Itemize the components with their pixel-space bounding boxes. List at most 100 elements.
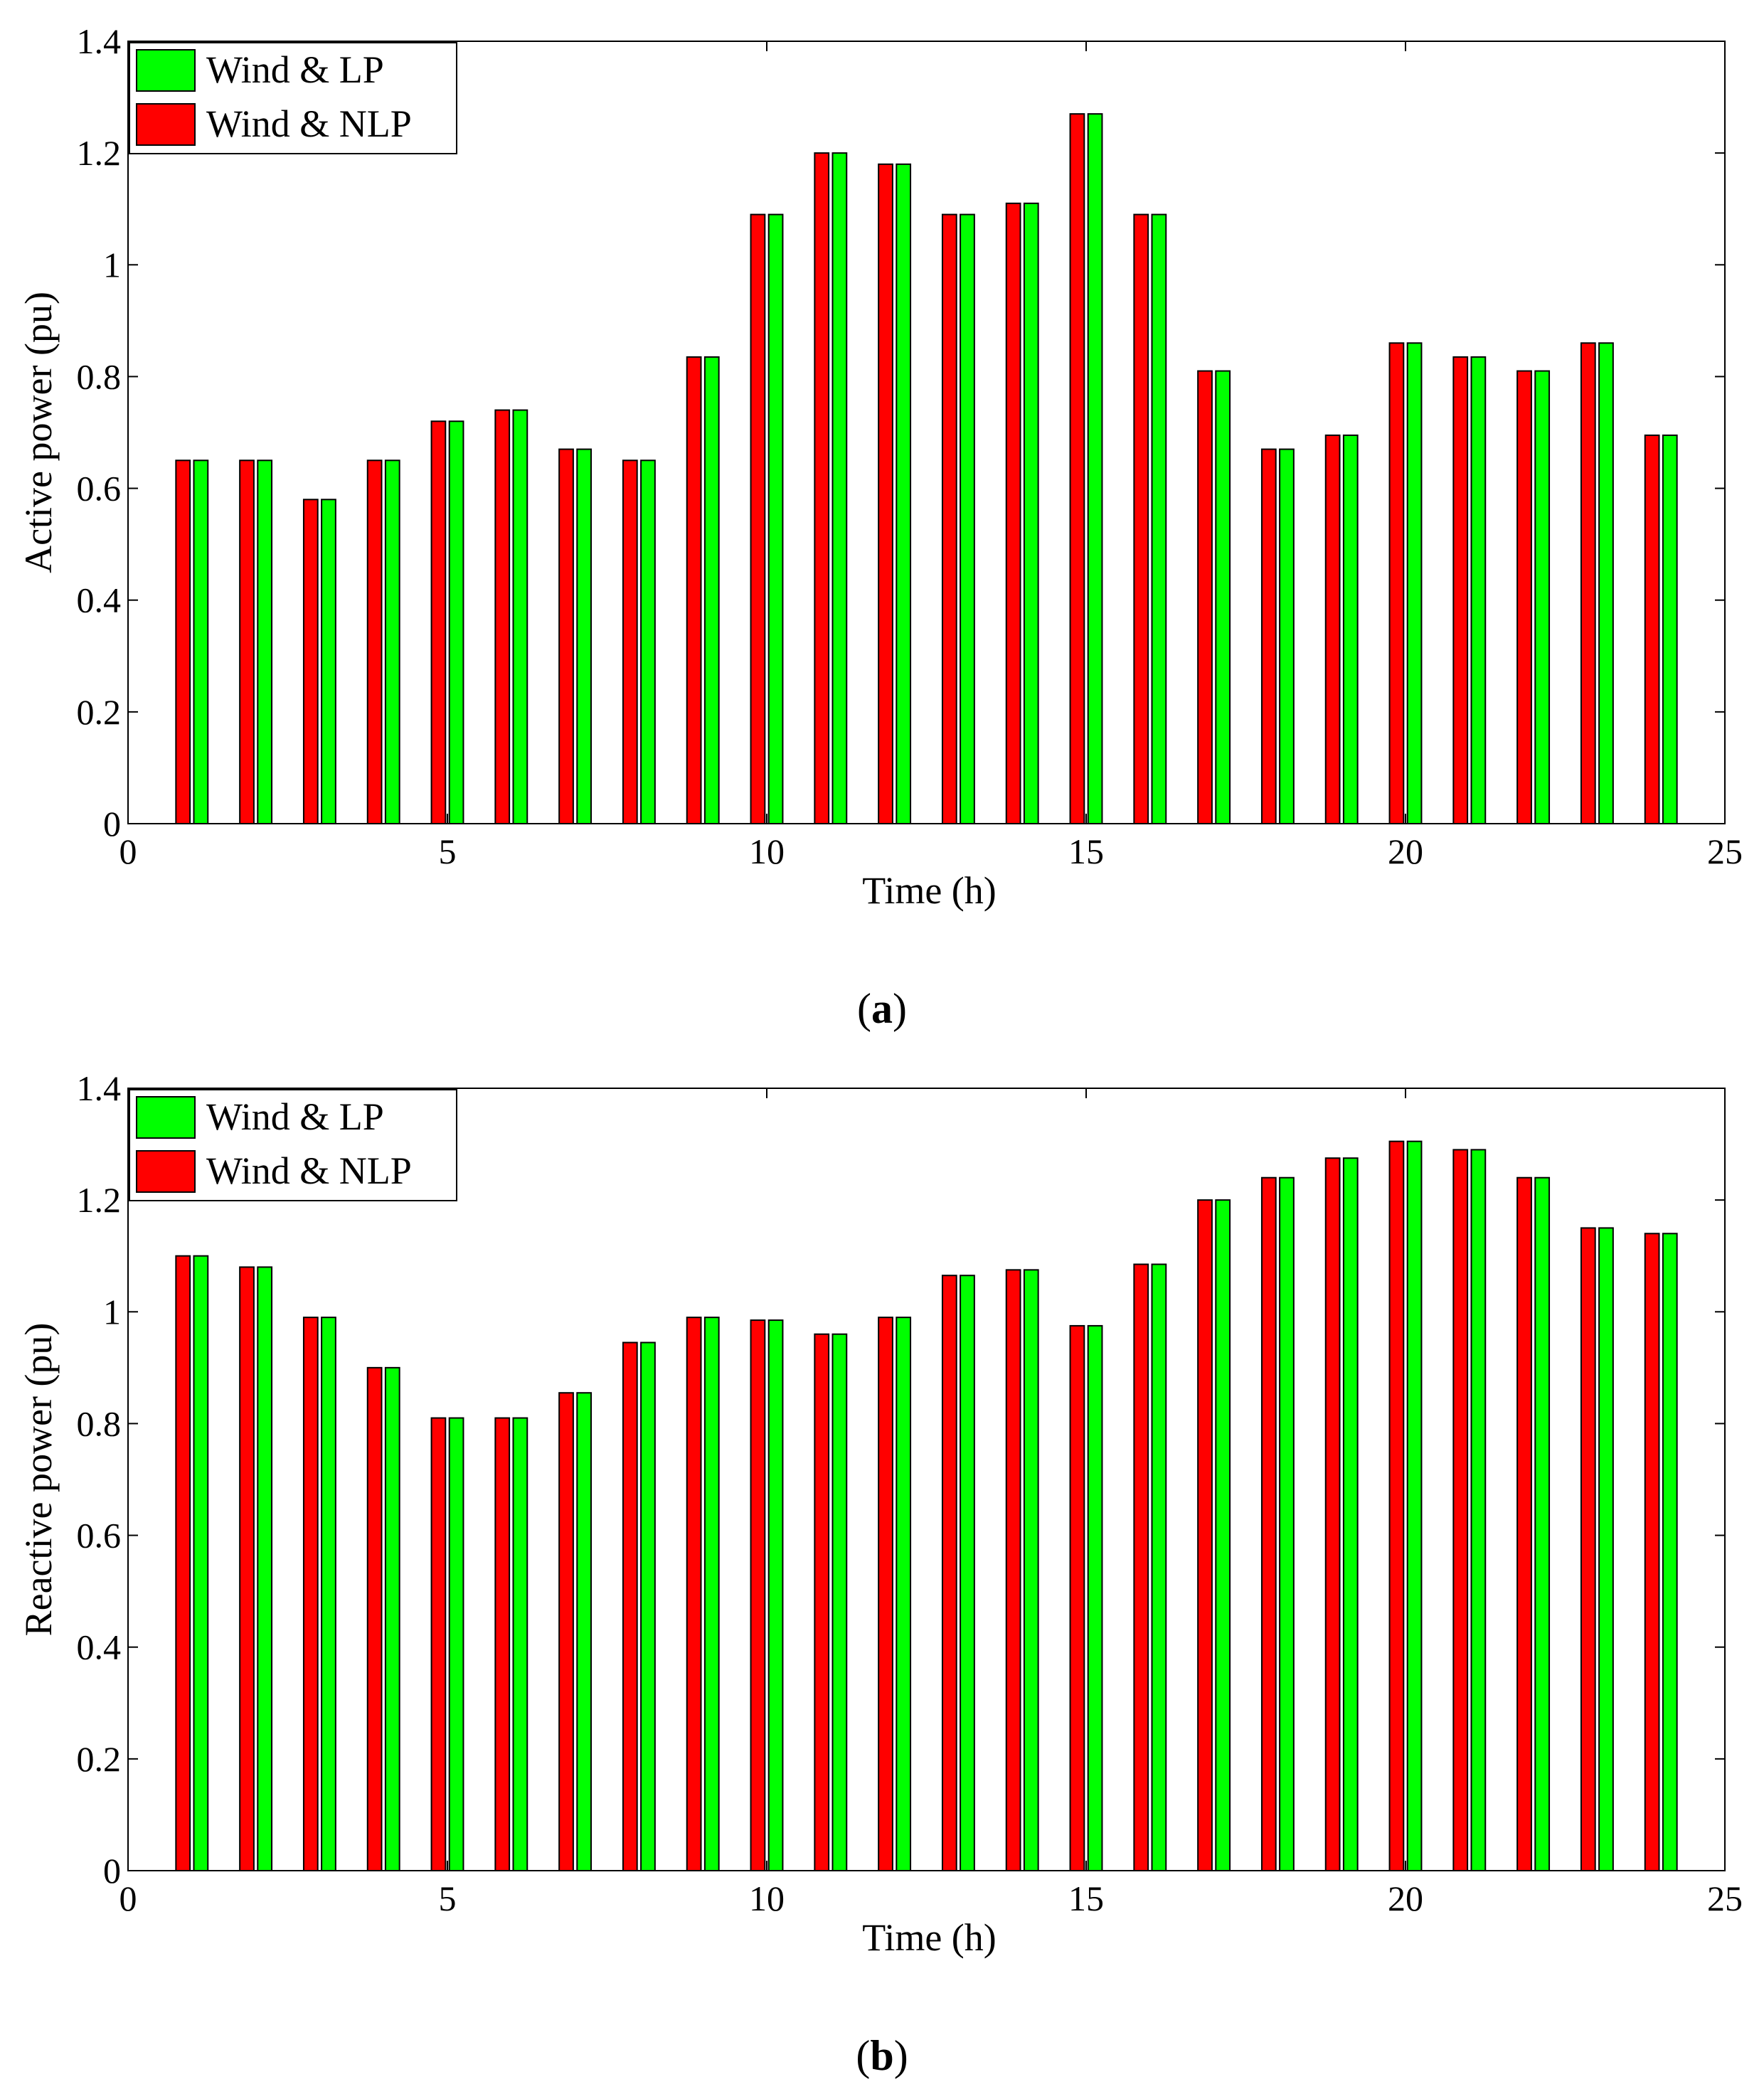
x-tick-label: 20 xyxy=(1388,831,1423,871)
bar-wind-lp-5 xyxy=(448,1417,464,1871)
y-tick-label: 1 xyxy=(103,245,121,285)
bar-wind-nlp-16 xyxy=(1133,1263,1149,1871)
panel-caption-open: ( xyxy=(856,2032,870,2079)
bar-wind-nlp-2 xyxy=(239,459,255,824)
bar-wind-nlp-22 xyxy=(1516,1176,1532,1871)
bar-wind-lp-17 xyxy=(1215,1199,1231,1871)
legend: Wind & LP Wind & NLP xyxy=(129,1089,457,1201)
x-tick-label: 15 xyxy=(1068,831,1104,871)
bar-wind-nlp-23 xyxy=(1580,342,1596,824)
bar-wind-lp-14 xyxy=(1023,202,1039,825)
y-tick-label: 0.2 xyxy=(77,692,122,732)
bar-wind-nlp-7 xyxy=(558,1392,574,1871)
panel-caption-close: ) xyxy=(893,985,907,1032)
y-tick-label: 1.4 xyxy=(77,1068,122,1108)
y-tick-label: 0.8 xyxy=(77,356,122,396)
panel-caption: (b) xyxy=(856,2032,908,2079)
y-axis-label: Active power (pu) xyxy=(17,292,60,573)
bar-wind-lp-23 xyxy=(1598,342,1614,824)
bar-wind-nlp-20 xyxy=(1388,342,1405,824)
bar-wind-lp-22 xyxy=(1534,1176,1551,1871)
legend-swatch-wind-lp xyxy=(136,1096,196,1139)
bar-wind-nlp-4 xyxy=(366,1366,383,1872)
bar-wind-lp-7 xyxy=(576,448,593,824)
x-tick-label: 5 xyxy=(439,1878,457,1918)
x-tick-label: 10 xyxy=(749,831,785,871)
bar-wind-nlp-14 xyxy=(1005,202,1021,825)
bar-wind-lp-16 xyxy=(1151,1263,1167,1871)
bar-wind-nlp-20 xyxy=(1388,1140,1405,1872)
bar-wind-nlp-5 xyxy=(430,1417,447,1871)
bar-wind-lp-24 xyxy=(1662,434,1678,824)
bar-wind-lp-8 xyxy=(640,1341,656,1871)
bar-wind-lp-7 xyxy=(576,1392,593,1871)
bar-wind-lp-9 xyxy=(703,1317,720,1871)
bar-wind-nlp-18 xyxy=(1260,448,1277,824)
bar-wind-lp-21 xyxy=(1470,356,1487,824)
bar-wind-nlp-24 xyxy=(1644,1233,1660,1871)
y-tick-label: 0.6 xyxy=(77,1516,122,1556)
bar-wind-lp-12 xyxy=(896,1317,912,1871)
chart-panel-b: 0 5 10 15 20 25 0 0.2 0.4 0.6 0.8 1 1.2 1.4 Time (h) Re… xyxy=(17,1068,1743,2079)
y-tick-label: 1 xyxy=(103,1292,121,1332)
legend-label-wind-lp: Wind & LP xyxy=(206,1095,384,1138)
bar-wind-nlp-10 xyxy=(750,1319,766,1872)
bar-wind-nlp-4 xyxy=(366,459,383,824)
x-tick-label: 0 xyxy=(119,1878,137,1918)
bar-wind-nlp-17 xyxy=(1197,1199,1213,1871)
y-tick-label: 1.4 xyxy=(77,21,122,61)
bar-wind-lp-4 xyxy=(384,459,400,824)
bar-wind-nlp-18 xyxy=(1260,1176,1277,1871)
bar-wind-lp-20 xyxy=(1406,1140,1423,1872)
bar-wind-lp-1 xyxy=(193,459,209,824)
bar-wind-nlp-21 xyxy=(1452,356,1469,824)
x-tick-label: 25 xyxy=(1707,831,1743,871)
bar-wind-nlp-8 xyxy=(622,459,638,824)
bar-wind-nlp-1 xyxy=(175,459,191,824)
bar-wind-nlp-1 xyxy=(175,1255,191,1871)
bar-wind-lp-20 xyxy=(1406,342,1423,824)
legend-swatch-wind-nlp xyxy=(136,103,196,146)
legend-label-wind-nlp: Wind & NLP xyxy=(206,1149,412,1192)
bar-wind-lp-17 xyxy=(1215,370,1231,824)
bar-wind-nlp-9 xyxy=(686,1317,702,1871)
bar-wind-lp-21 xyxy=(1470,1149,1487,1871)
y-tick-label: 0.4 xyxy=(77,1627,122,1667)
bar-wind-nlp-9 xyxy=(686,356,702,824)
bar-wind-nlp-19 xyxy=(1324,434,1341,824)
bar-wind-nlp-12 xyxy=(878,163,893,825)
bar-wind-lp-6 xyxy=(512,409,528,824)
bar-wind-nlp-3 xyxy=(302,499,319,824)
bar-wind-lp-19 xyxy=(1342,1157,1359,1871)
bar-wind-nlp-15 xyxy=(1069,113,1085,824)
legend: Wind & LP Wind & NLP xyxy=(129,42,457,154)
bar-wind-nlp-6 xyxy=(494,409,511,824)
bar-wind-nlp-14 xyxy=(1005,1269,1021,1872)
bar-wind-lp-11 xyxy=(831,1333,848,1871)
legend-swatch-wind-nlp xyxy=(136,1150,196,1193)
plot-frame xyxy=(127,41,1726,824)
bar-wind-nlp-16 xyxy=(1133,213,1149,825)
bar-wind-nlp-12 xyxy=(878,1317,893,1871)
panel-caption: (a) xyxy=(857,985,907,1032)
bar-wind-lp-16 xyxy=(1151,213,1167,825)
x-tick-label: 5 xyxy=(439,831,457,871)
bar-wind-nlp-17 xyxy=(1197,370,1213,824)
bar-wind-lp-1 xyxy=(193,1255,209,1871)
chart-panel-a: 0 5 10 15 20 25 0 0.2 0.4 0.6 0.8 1 1.2 1.4 Time (h) Ac… xyxy=(17,21,1743,1032)
x-tick-label: 25 xyxy=(1707,1878,1743,1918)
bar-wind-lp-11 xyxy=(831,152,848,824)
bar-wind-nlp-13 xyxy=(941,213,957,825)
bar-wind-nlp-11 xyxy=(814,1333,830,1871)
x-tick-label: 0 xyxy=(119,831,137,871)
bar-wind-nlp-5 xyxy=(430,420,447,824)
bar-wind-nlp-6 xyxy=(494,1417,511,1871)
bar-wind-nlp-23 xyxy=(1580,1227,1596,1871)
x-tick-label: 10 xyxy=(749,1878,785,1918)
bar-wind-lp-13 xyxy=(960,1275,975,1871)
x-axis-label: Time (h) xyxy=(862,869,997,912)
bar-wind-lp-15 xyxy=(1087,113,1103,824)
y-tick-label: 1.2 xyxy=(77,1180,122,1220)
bar-wind-nlp-19 xyxy=(1324,1157,1341,1871)
bar-wind-lp-12 xyxy=(896,163,912,825)
